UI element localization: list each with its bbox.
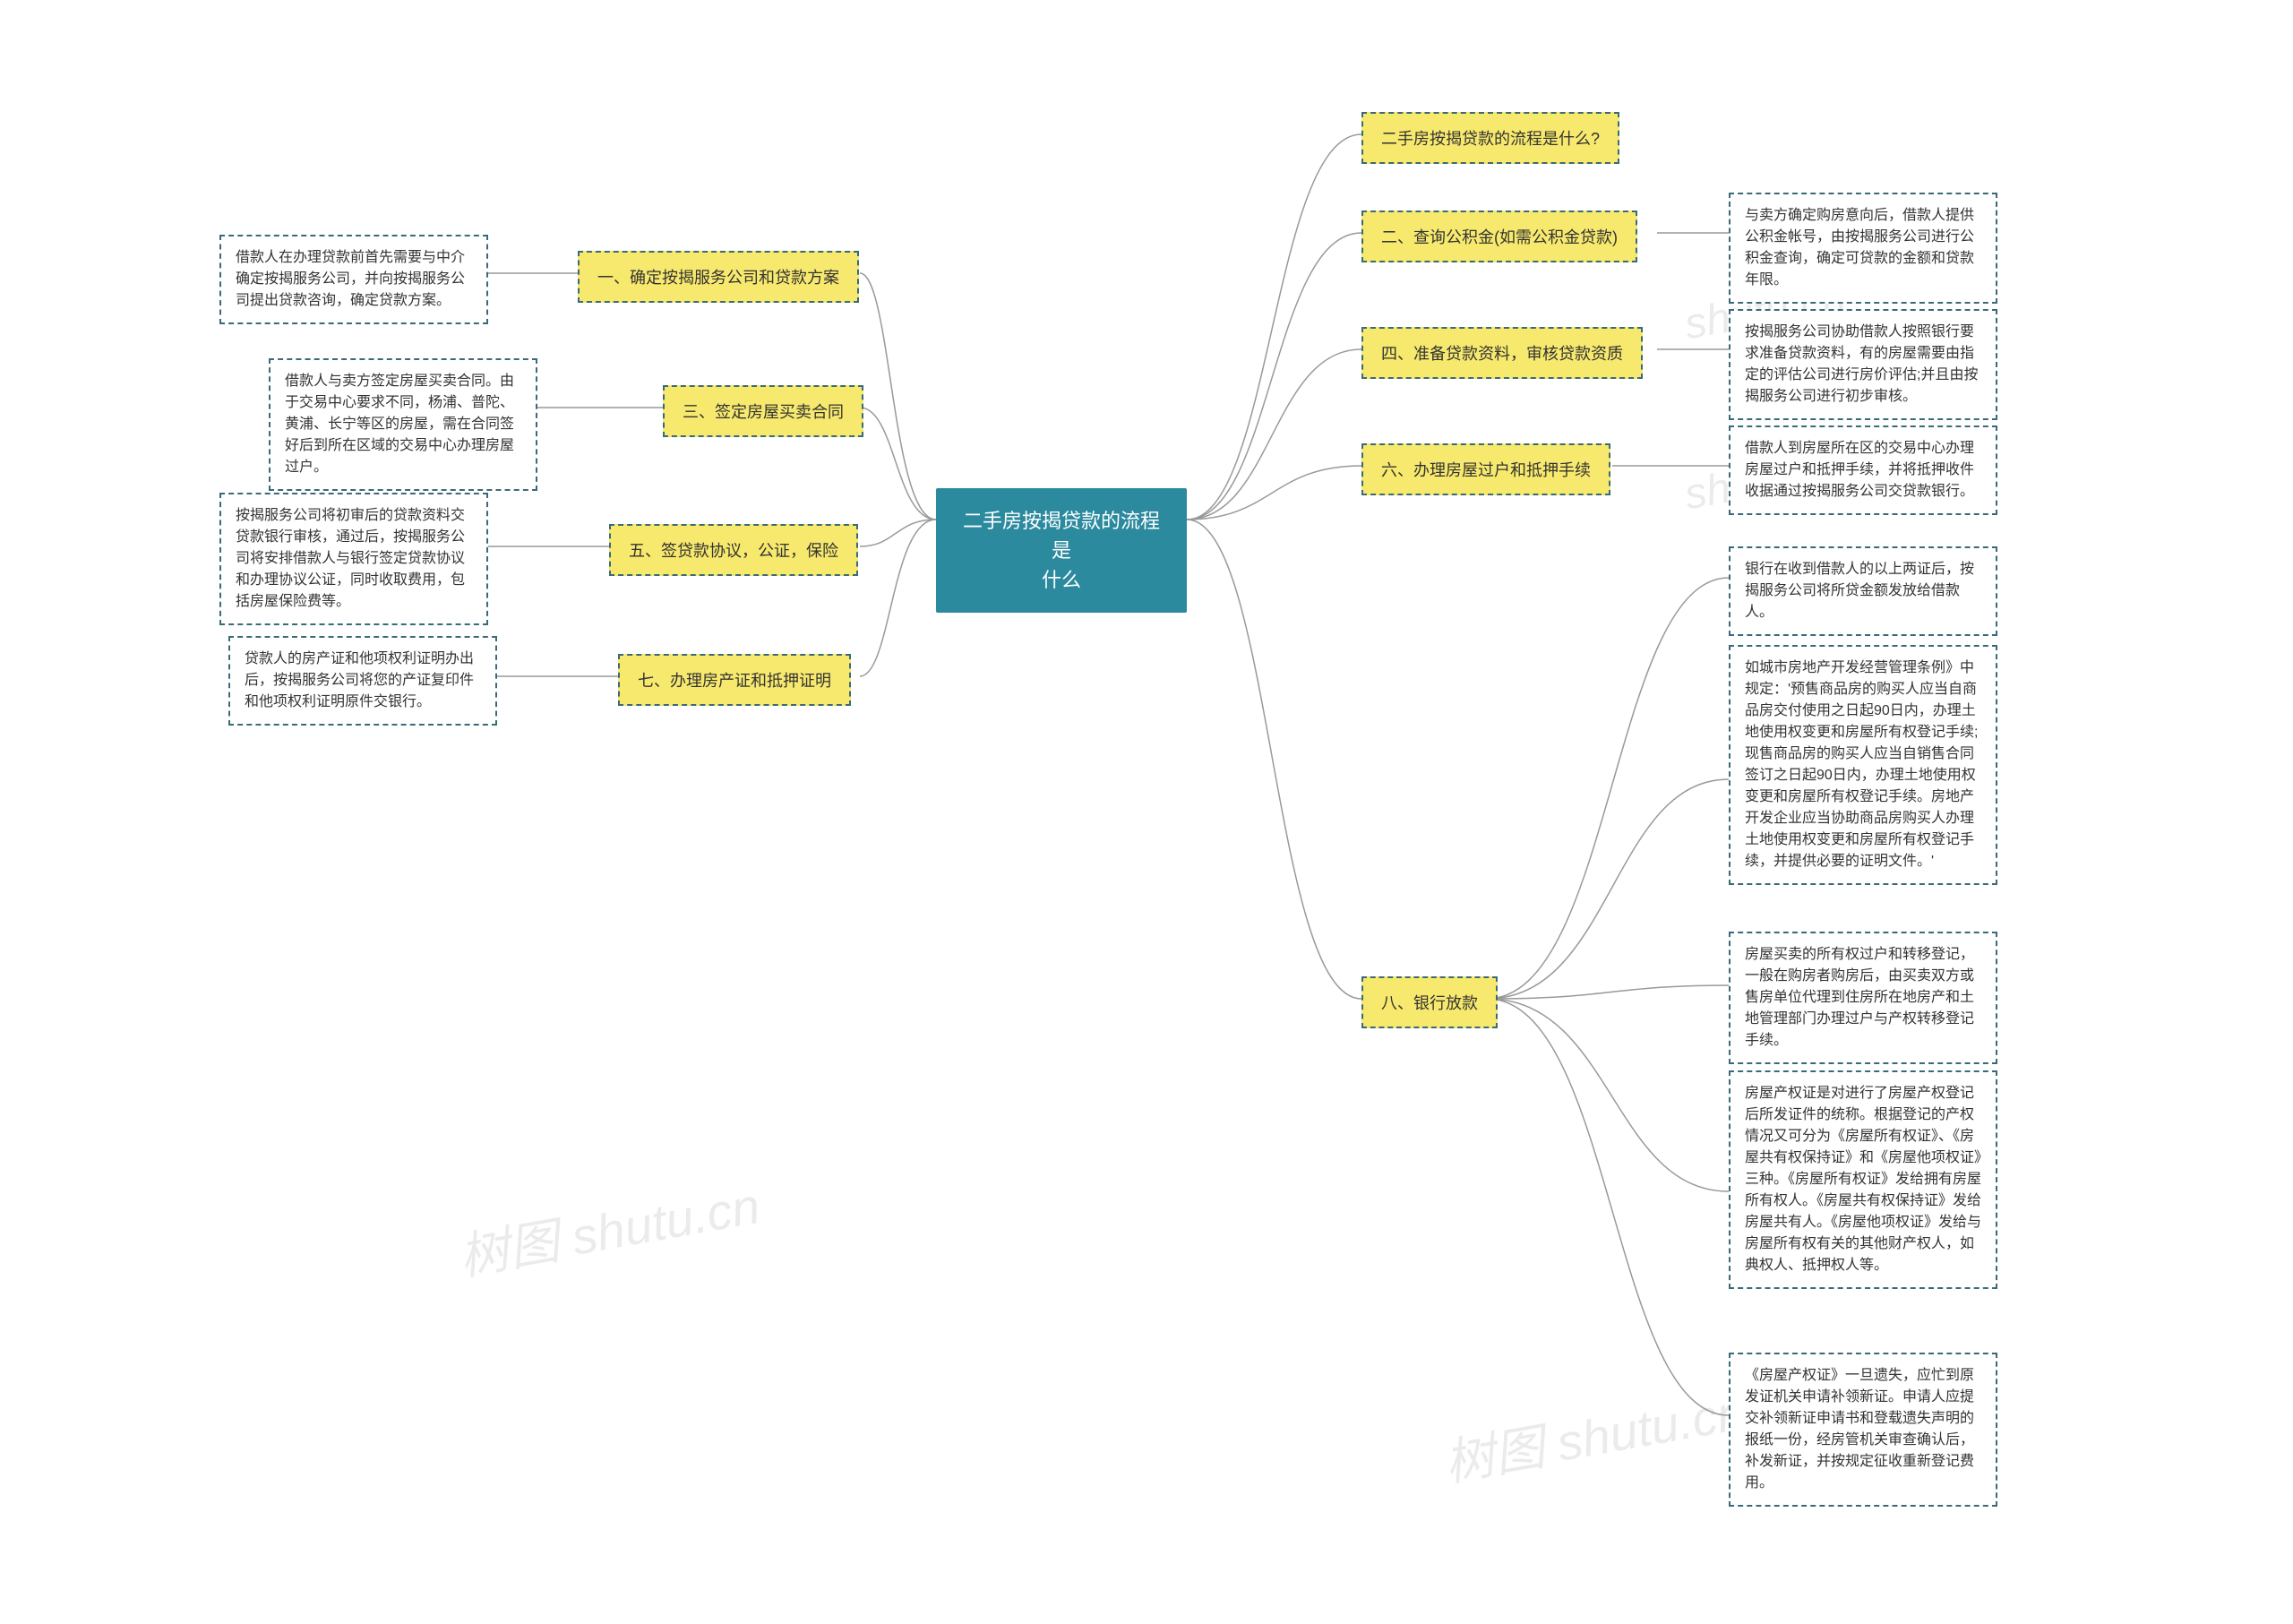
watermark-3: 树图 shutu.cn xyxy=(453,1165,765,1290)
detail-step8-4: 房屋产权证是对进行了房屋产权登记后所发证件的统称。根据登记的产权情况又可分为《房… xyxy=(1729,1070,1997,1289)
detail-step4: 按揭服务公司协助借款人按照银行要求准备贷款资料，有的房屋需要由指定的评估公司进行… xyxy=(1729,309,1997,420)
detail-step8-1: 银行在收到借款人的以上两证后，按揭服务公司将所贷金额发放给借款人。 xyxy=(1729,546,1997,636)
detail-step7: 贷款人的房产证和他项权利证明办出后，按揭服务公司将您的产证复印件和他项权利证明原… xyxy=(228,636,497,726)
detail-step8-2: 如城市房地产开发经营管理条例》中规定：'预售商品房的购买人应当自商品房交付使用之… xyxy=(1729,645,1997,885)
detail-step8-5: 《房屋产权证》一旦遗失，应忙到原发证机关申请补领新证。申请人应提交补领新证申请书… xyxy=(1729,1353,1997,1507)
branch-step3: 三、签定房屋买卖合同 xyxy=(663,385,863,437)
branch-step5: 五、签贷款协议，公证，保险 xyxy=(609,524,858,576)
detail-step6: 借款人到房屋所在区的交易中心办理房屋过户和抵押手续，并将抵押收件收据通过按揭服务… xyxy=(1729,425,1997,515)
central-title-line2: 什么 xyxy=(1042,569,1081,591)
detail-step2: 与卖方确定购房意向后，借款人提供公积金帐号，由按揭服务公司进行公积金查询，确定可… xyxy=(1729,193,1997,304)
detail-step3: 借款人与卖方签定房屋买卖合同。由于交易中心要求不同，杨浦、普陀、黄浦、长宁等区的… xyxy=(269,358,537,491)
branch-step7: 七、办理房产证和抵押证明 xyxy=(618,654,851,706)
branch-step6: 六、办理房屋过户和抵押手续 xyxy=(1361,443,1610,495)
central-title-line1: 二手房按揭贷款的流程是 xyxy=(963,510,1160,562)
detail-step5: 按揭服务公司将初审后的贷款资料交贷款银行审核，通过后，按揭服务公司将安排借款人与… xyxy=(219,493,488,625)
branch-question: 二手房按揭贷款的流程是什么? xyxy=(1361,112,1619,164)
branch-step4: 四、准备贷款资料，审核贷款资质 xyxy=(1361,327,1643,379)
detail-step1: 借款人在办理贷款前首先需要与中介确定按揭服务公司，并向按揭服务公司提出贷款咨询，… xyxy=(219,235,488,324)
watermark-4: 树图 shutu.cn xyxy=(1438,1371,1750,1496)
central-topic: 二手房按揭贷款的流程是 什么 xyxy=(936,488,1187,613)
detail-step8-3: 房屋买卖的所有权过户和转移登记，一般在购房者购房后，由买卖双方或售房单位代理到住… xyxy=(1729,932,1997,1064)
branch-step2: 二、查询公积金(如需公积金贷款) xyxy=(1361,211,1637,262)
branch-step8: 八、银行放款 xyxy=(1361,976,1498,1028)
branch-step1: 一、确定按揭服务公司和贷款方案 xyxy=(578,251,859,303)
